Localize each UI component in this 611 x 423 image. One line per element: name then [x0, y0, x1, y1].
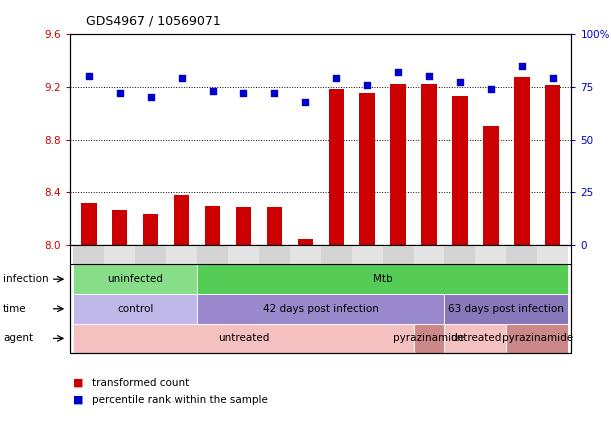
Point [146, 94, 156, 101]
Bar [205, 206, 220, 245]
Bar [112, 210, 128, 245]
Point [331, 75, 341, 82]
Point [238, 90, 248, 96]
Text: transformed count: transformed count [92, 378, 189, 388]
Point [208, 88, 218, 94]
Text: untreated: untreated [218, 333, 269, 343]
Text: ■: ■ [73, 395, 84, 405]
Text: 42 days post infection: 42 days post infection [263, 304, 379, 314]
Text: infection: infection [3, 274, 49, 284]
Point [424, 73, 434, 80]
Bar [514, 77, 530, 245]
Point [177, 75, 186, 82]
Text: pyrazinamide: pyrazinamide [502, 333, 573, 343]
Text: untreated: untreated [450, 333, 501, 343]
Bar [266, 207, 282, 245]
Bar [422, 84, 437, 245]
Bar [545, 85, 560, 245]
Point [393, 69, 403, 75]
Bar [390, 84, 406, 245]
Point [362, 81, 372, 88]
Point [517, 62, 527, 69]
Bar [236, 207, 251, 245]
Text: 63 days post infection: 63 days post infection [448, 304, 565, 314]
Point [269, 90, 279, 96]
Bar [452, 96, 467, 245]
Point [455, 79, 465, 86]
Text: ■: ■ [73, 378, 84, 388]
Bar [359, 93, 375, 245]
Bar [81, 203, 97, 245]
Point [84, 73, 93, 80]
Bar [298, 239, 313, 245]
Point [115, 90, 125, 96]
Text: agent: agent [3, 333, 33, 343]
Bar [143, 214, 158, 245]
Text: control: control [117, 304, 153, 314]
Point [301, 98, 310, 105]
Text: time: time [3, 304, 27, 314]
Point [486, 85, 496, 92]
Point [548, 75, 558, 82]
Text: Mtb: Mtb [373, 274, 392, 284]
Bar [329, 89, 344, 245]
Text: GDS4967 / 10569071: GDS4967 / 10569071 [86, 15, 221, 28]
Text: pyrazinamide: pyrazinamide [393, 333, 464, 343]
Bar [483, 126, 499, 245]
Text: percentile rank within the sample: percentile rank within the sample [92, 395, 268, 405]
Bar [174, 195, 189, 245]
Text: uninfected: uninfected [108, 274, 163, 284]
